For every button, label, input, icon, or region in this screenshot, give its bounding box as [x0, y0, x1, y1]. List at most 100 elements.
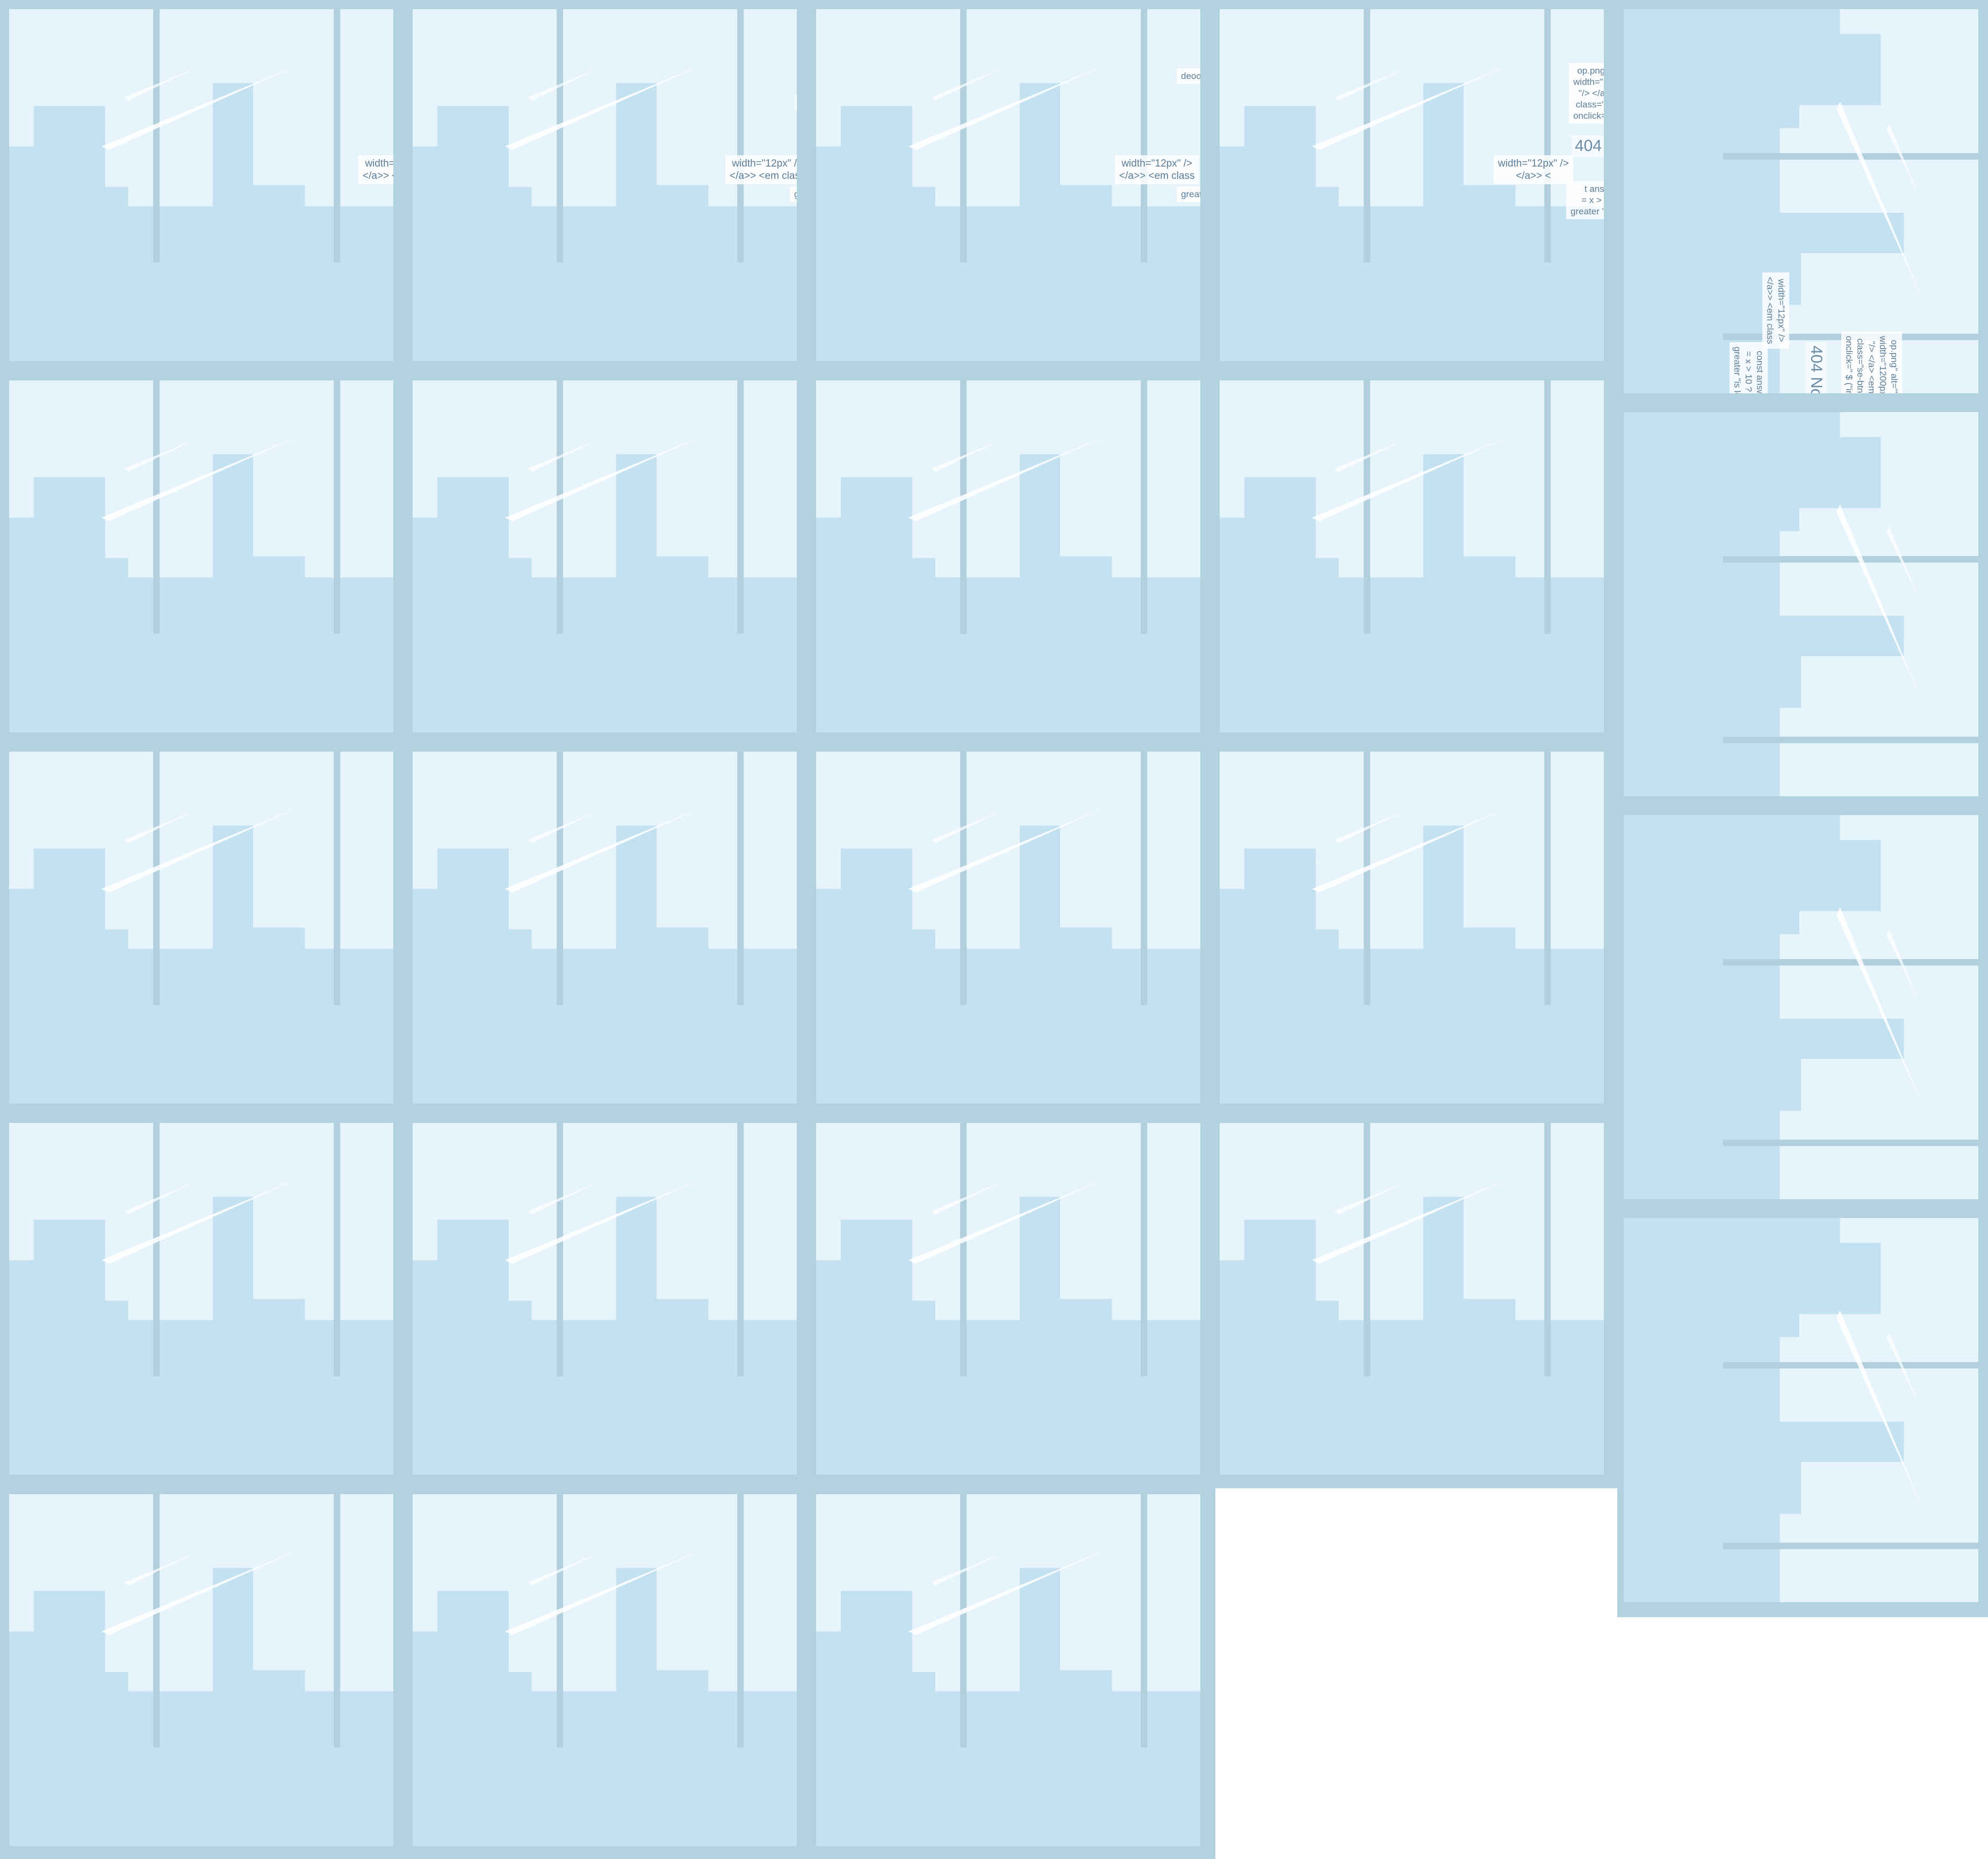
glass-glint	[124, 811, 194, 844]
window-mullion	[1141, 752, 1148, 1005]
ground-band	[1220, 577, 1604, 732]
glass-glint	[1836, 504, 1922, 701]
glass-glint	[124, 1554, 194, 1586]
glass-glint	[505, 1550, 701, 1635]
glass-glint	[101, 1550, 298, 1635]
code-snippet-fragment: width="12px" /> </a>> <em class	[1762, 272, 1789, 349]
animation-frame-r2c1: op.png" alt="" width="1200px- "/> </a> <…	[9, 380, 393, 732]
ground-band	[413, 1691, 797, 1846]
ground-band	[1624, 1218, 1780, 1602]
window-mullion	[153, 380, 160, 634]
animation-frame-r4c3	[816, 1123, 1200, 1475]
ground-band	[9, 577, 393, 732]
glass-glint	[124, 1183, 194, 1215]
glass-glint	[1886, 1333, 1918, 1403]
window-mullion	[557, 380, 564, 634]
window-scene	[1624, 412, 1978, 796]
window-mullion	[1723, 153, 1978, 160]
window-mullion	[1364, 752, 1371, 1005]
error-overlay-layer: op.png" alt="" width="1200px- "/> </a> <…	[413, 380, 797, 732]
window-mullion	[960, 1123, 967, 1377]
glass-glint	[931, 440, 1001, 472]
error-overlay-layer: op.png" alt="" width="1200px- "/> </a> <…	[413, 752, 797, 1104]
window-mullion	[1723, 959, 1978, 966]
animation-frame-r3c3: op.png" alt="" width="1200px- "/> </a> <…	[816, 752, 1200, 1104]
window-mullion	[1141, 1494, 1148, 1748]
ground-band	[816, 206, 1200, 361]
window-mullion	[737, 9, 744, 263]
ground-band	[1624, 815, 1780, 1199]
window-mullion	[557, 1123, 564, 1377]
animation-frame-side3: 404 Not Found	[1624, 815, 1978, 1199]
window-scene	[1624, 1218, 1978, 1602]
glass-glint	[1836, 1310, 1922, 1507]
glass-glint	[1836, 101, 1922, 298]
window-scene	[413, 1123, 797, 1475]
code-snippet-fragment: width="12px" /> </a>> <	[1494, 155, 1573, 184]
ground-band	[1220, 948, 1604, 1104]
code-snippet-fragment: ngt	[795, 95, 797, 111]
window-mullion	[1364, 380, 1371, 634]
animation-frame-r1c3: width="12px" /> </a>> <em class deooc grea…	[816, 9, 1200, 361]
glass-glint	[13, 44, 271, 164]
window-scene	[816, 9, 1200, 361]
glass-glint	[1335, 440, 1404, 472]
animation-frame-side4	[1624, 1218, 1978, 1602]
glass-glint	[124, 69, 194, 101]
error-404-label: 404 No	[1572, 135, 1604, 157]
glass-glint	[101, 1179, 298, 1264]
error-overlay-layer: width="12px" /> </a>> <404 No t answer = …	[1220, 9, 1604, 361]
ground-band	[413, 1320, 797, 1475]
window-mullion	[737, 1494, 744, 1748]
animation-frame-r2c3: op.png" alt="" width="1200px- "/> </a> <…	[816, 380, 1200, 732]
code-snippet-fragment: width="12px" /> </a>> <em class	[1115, 155, 1199, 184]
window-mullion	[960, 380, 967, 634]
glass-glint	[908, 808, 1105, 892]
window-mullion	[960, 9, 967, 263]
glass-glint	[505, 808, 701, 892]
glass-glint	[908, 1179, 1105, 1264]
error-overlay-layer: width="12px" /> </a>> <em class	[9, 1123, 393, 1475]
window-mullion	[1141, 1123, 1148, 1377]
animation-frame-r2c4: op.png" alt="" width="1200px- "/> </a> <…	[1220, 380, 1604, 732]
animation-frame-r5c3	[816, 1494, 1200, 1846]
window-scene	[816, 1494, 1200, 1846]
ground-band	[816, 948, 1200, 1104]
window-mullion	[153, 1123, 160, 1377]
window-mullion	[153, 9, 160, 263]
window-mullion	[1544, 380, 1551, 634]
window-scene	[1624, 815, 1978, 1199]
glass-glint	[931, 811, 1001, 844]
glass-glint	[1886, 930, 1918, 1000]
glass-glint	[1312, 1179, 1508, 1264]
sheet-background-panel	[1209, 1483, 1617, 1485]
error-overlay-layer: op.png" alt="" width="1200px- "/> </a> <…	[9, 752, 393, 1104]
window-scene	[1220, 752, 1604, 1104]
window-mullion	[737, 752, 744, 1005]
glass-glint	[528, 69, 597, 101]
ground-band	[816, 577, 1200, 732]
window-scene	[1220, 1123, 1604, 1475]
window-mullion	[1544, 752, 1551, 1005]
window-mullion	[1723, 556, 1978, 563]
error-overlay-layer: op.png" alt="" width="1200px- "/> </a> <…	[816, 752, 1200, 1104]
window-mullion	[1723, 1362, 1978, 1369]
window-scene	[1220, 9, 1604, 361]
code-snippet-fragment: op.png" alt="" width="1200px- "/> </a> <…	[1841, 332, 1902, 393]
glass-glint	[931, 1183, 1001, 1215]
window-scene	[816, 752, 1200, 1104]
error-overlay-layer: width="12px" /> </a>> <em class ngt gre	[413, 9, 797, 361]
window-mullion	[960, 752, 967, 1005]
error-overlay-layer: op.png" alt="" width="1200px- "/> </a> <…	[1220, 380, 1604, 732]
window-mullion	[334, 380, 341, 634]
code-snippet-fragment: width="12px" /> </a>> <em class	[725, 155, 797, 184]
glass-glint	[908, 436, 1105, 521]
error-overlay-layer: op.png" alt="" width="1200px- "/> </a> <…	[9, 380, 393, 732]
sheet-empty-area	[1617, 1617, 1988, 1859]
window-mullion	[737, 380, 744, 634]
window-mullion	[153, 1494, 160, 1748]
ground-band	[413, 577, 797, 732]
error-overlay-layer: op.png" alt="" width="1200px- "/> </a> <…	[816, 380, 1200, 732]
